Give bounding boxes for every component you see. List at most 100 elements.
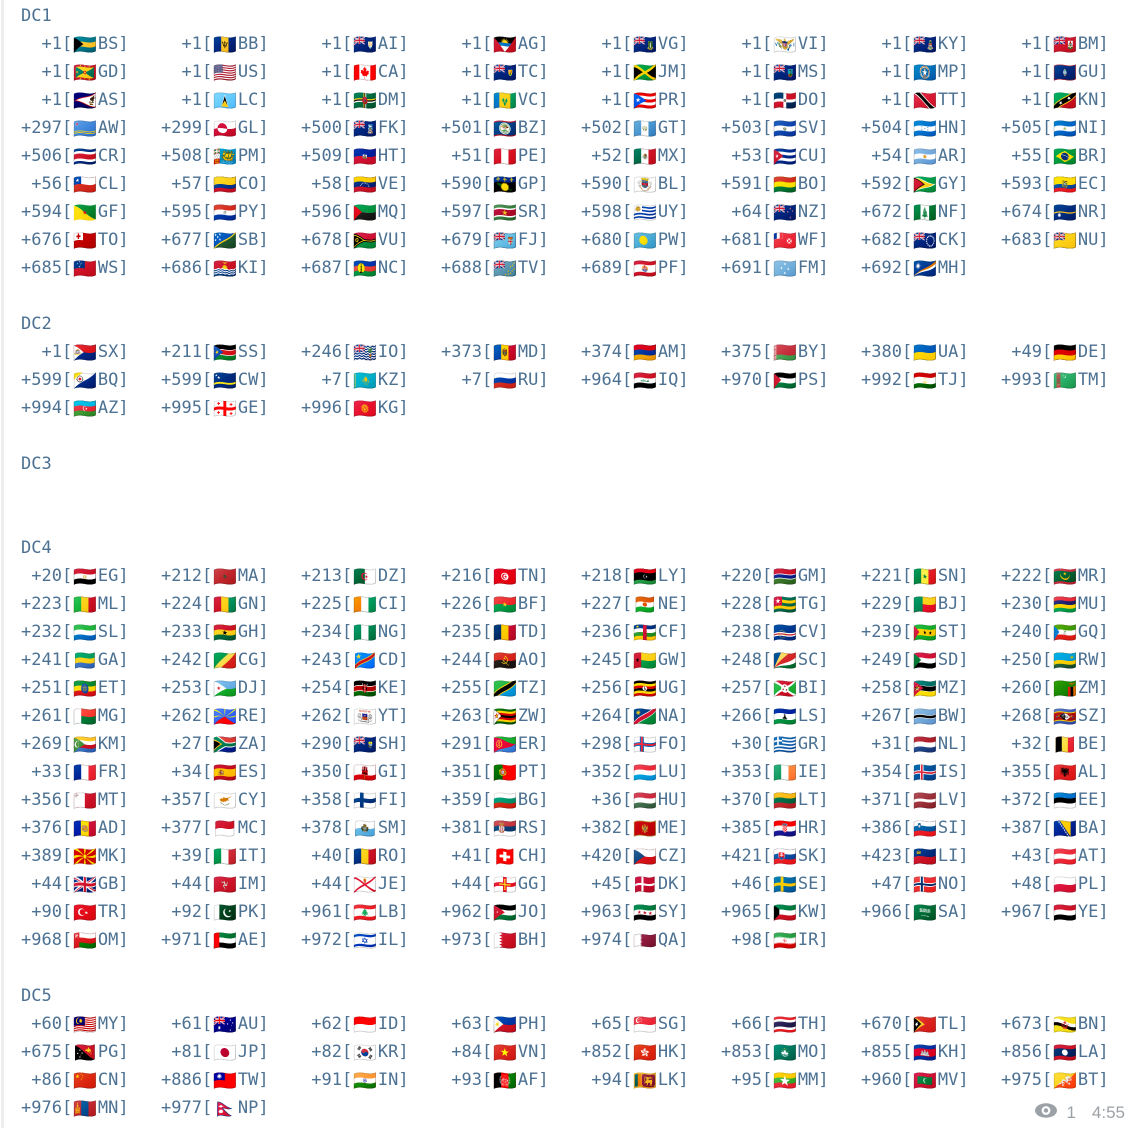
country-code: PW	[657, 230, 679, 250]
dial-code: +1	[601, 90, 622, 110]
phone-code-entry: +964[🇮🇶IQ]	[581, 366, 721, 394]
country-code: ET	[97, 678, 119, 698]
phone-code-entry: +95[🇲🇲MM]	[721, 1066, 861, 1094]
country-code: BS	[97, 34, 119, 54]
phone-code-entry: +44[🇬🇧GB]	[21, 870, 161, 898]
country-code: TW	[237, 1070, 259, 1090]
dial-code: +291	[441, 734, 482, 754]
country-flag-ua-icon: 🇺🇦	[913, 342, 937, 364]
dial-code: +27	[171, 734, 202, 754]
country-flag-be-icon: 🇧🇪	[1053, 734, 1077, 756]
section-grid-dc2: +1[🇸🇽SX] +211[🇸🇸SS] +246[🇮🇴IO] +373[🇲🇩MD] +3…	[21, 338, 1144, 422]
country-flag-sn-icon: 🇸🇳	[913, 566, 937, 588]
phone-code-entry: +225[🇨🇮CI]	[301, 590, 441, 618]
country-code: VI	[797, 34, 819, 54]
dial-code: +236	[581, 622, 622, 642]
phone-code-entry: +269[🇰🇲KM]	[21, 730, 161, 758]
phone-code-entry: +387[🇧🇦BA]	[1001, 814, 1141, 842]
dial-code: +385	[721, 818, 762, 838]
country-code: SA	[937, 902, 959, 922]
country-flag-sa-icon: 🇸🇦	[913, 902, 937, 924]
country-code: NZ	[797, 202, 819, 222]
country-code: BL	[657, 174, 679, 194]
phone-code-entry: +852[🇭🇰HK]	[581, 1038, 721, 1066]
dial-code: +266	[721, 706, 762, 726]
phone-code-entry: +597[🇸🇷SR]	[441, 198, 581, 226]
country-code: HN	[937, 118, 959, 138]
dial-code: +49	[1011, 342, 1042, 362]
phone-code-entry: +264[🇳🇦NA]	[581, 702, 721, 730]
country-flag-nl-icon: 🇳🇱	[913, 734, 937, 756]
phone-code-entry: +503[🇸🇻SV]	[721, 114, 861, 142]
country-code: ML	[97, 594, 119, 614]
country-flag-pm-icon: 🇵🇲	[213, 146, 237, 168]
section-header-dc1: DC1	[21, 6, 52, 26]
country-code: MD	[517, 342, 539, 362]
country-code: IR	[797, 930, 819, 950]
phone-code-entry: +685[🇼🇸WS]	[21, 254, 161, 282]
dial-code: +355	[1001, 762, 1042, 782]
country-flag-gl-icon: 🇬🇱	[213, 118, 237, 140]
phone-code-entry: +34[🇪🇸ES]	[161, 758, 301, 786]
country-code: LY	[657, 566, 679, 586]
phone-code-entry: +55[🇧🇷BR]	[1001, 142, 1141, 170]
dial-code: +1	[321, 62, 342, 82]
country-flag-by-icon: 🇧🇾	[773, 342, 797, 364]
country-code: MQ	[377, 202, 399, 222]
dial-code: +371	[861, 790, 902, 810]
phone-code-entry: +376[🇦🇩AD]	[21, 814, 161, 842]
country-flag-sx-icon: 🇸🇽	[73, 342, 97, 364]
dial-code: +592	[861, 174, 902, 194]
country-code: BI	[797, 678, 819, 698]
phone-code-entry: +689[🇵🇫PF]	[581, 254, 721, 282]
country-flag-hk-icon: 🇭🇰	[633, 1042, 657, 1064]
dial-code: +7	[461, 370, 482, 390]
dial-code: +61	[171, 1014, 202, 1034]
country-flag-tn-icon: 🇹🇳	[493, 566, 517, 588]
country-code: RO	[377, 846, 399, 866]
phone-code-entry: +963[🇸🇾SY]	[581, 898, 721, 926]
dial-code: +421	[721, 846, 762, 866]
dial-code: +688	[441, 258, 482, 278]
phone-code-entry: +92[🇵🇰PK]	[161, 898, 301, 926]
country-flag-vi-icon: 🇻🇮	[773, 34, 797, 56]
dial-code: +886	[161, 1070, 202, 1090]
country-code: WF	[797, 230, 819, 250]
phone-code-entry: +263[🇿🇼ZW]	[441, 702, 581, 730]
country-code: MY	[97, 1014, 119, 1034]
country-flag-cf-icon: 🇨🇫	[633, 622, 657, 644]
country-flag-mz-icon: 🇲🇿	[913, 678, 937, 700]
phone-code-entry: +378[🇸🇲SM]	[301, 814, 441, 842]
country-code: MA	[237, 566, 259, 586]
country-code: NO	[937, 874, 959, 894]
country-code: MT	[97, 790, 119, 810]
country-code: GT	[657, 118, 679, 138]
phone-code-entry: +266[🇱🇸LS]	[721, 702, 861, 730]
country-code: IO	[377, 342, 399, 362]
phone-code-entry: +43[🇦🇹AT]	[1001, 842, 1141, 870]
country-code: EE	[1077, 790, 1099, 810]
country-code: GH	[237, 622, 259, 642]
country-code: AL	[1077, 762, 1099, 782]
country-flag-kw-icon: 🇰🇼	[773, 902, 797, 924]
dial-code: +251	[21, 678, 62, 698]
dial-code: +221	[861, 566, 902, 586]
country-flag-ls-icon: 🇱🇸	[773, 706, 797, 728]
phone-code-entry: +213[🇩🇿DZ]	[301, 562, 441, 590]
country-code: GW	[657, 650, 679, 670]
dial-code: +977	[161, 1098, 202, 1118]
country-code: LB	[377, 902, 399, 922]
country-flag-mo-icon: 🇲🇴	[773, 1042, 797, 1064]
country-flag-ci-icon: 🇨🇮	[353, 594, 377, 616]
dial-code: +1	[461, 34, 482, 54]
country-flag-py-icon: 🇵🇾	[213, 202, 237, 224]
dial-code: +44	[171, 874, 202, 894]
country-code: ID	[377, 1014, 399, 1034]
country-code: SY	[657, 902, 679, 922]
country-flag-gp-icon: 🇬🇵	[493, 174, 517, 196]
country-code: YT	[377, 706, 399, 726]
country-flag-am-icon: 🇦🇲	[633, 342, 657, 364]
country-code: LA	[1077, 1042, 1099, 1062]
dial-code: +90	[31, 902, 62, 922]
country-code: BA	[1077, 818, 1099, 838]
